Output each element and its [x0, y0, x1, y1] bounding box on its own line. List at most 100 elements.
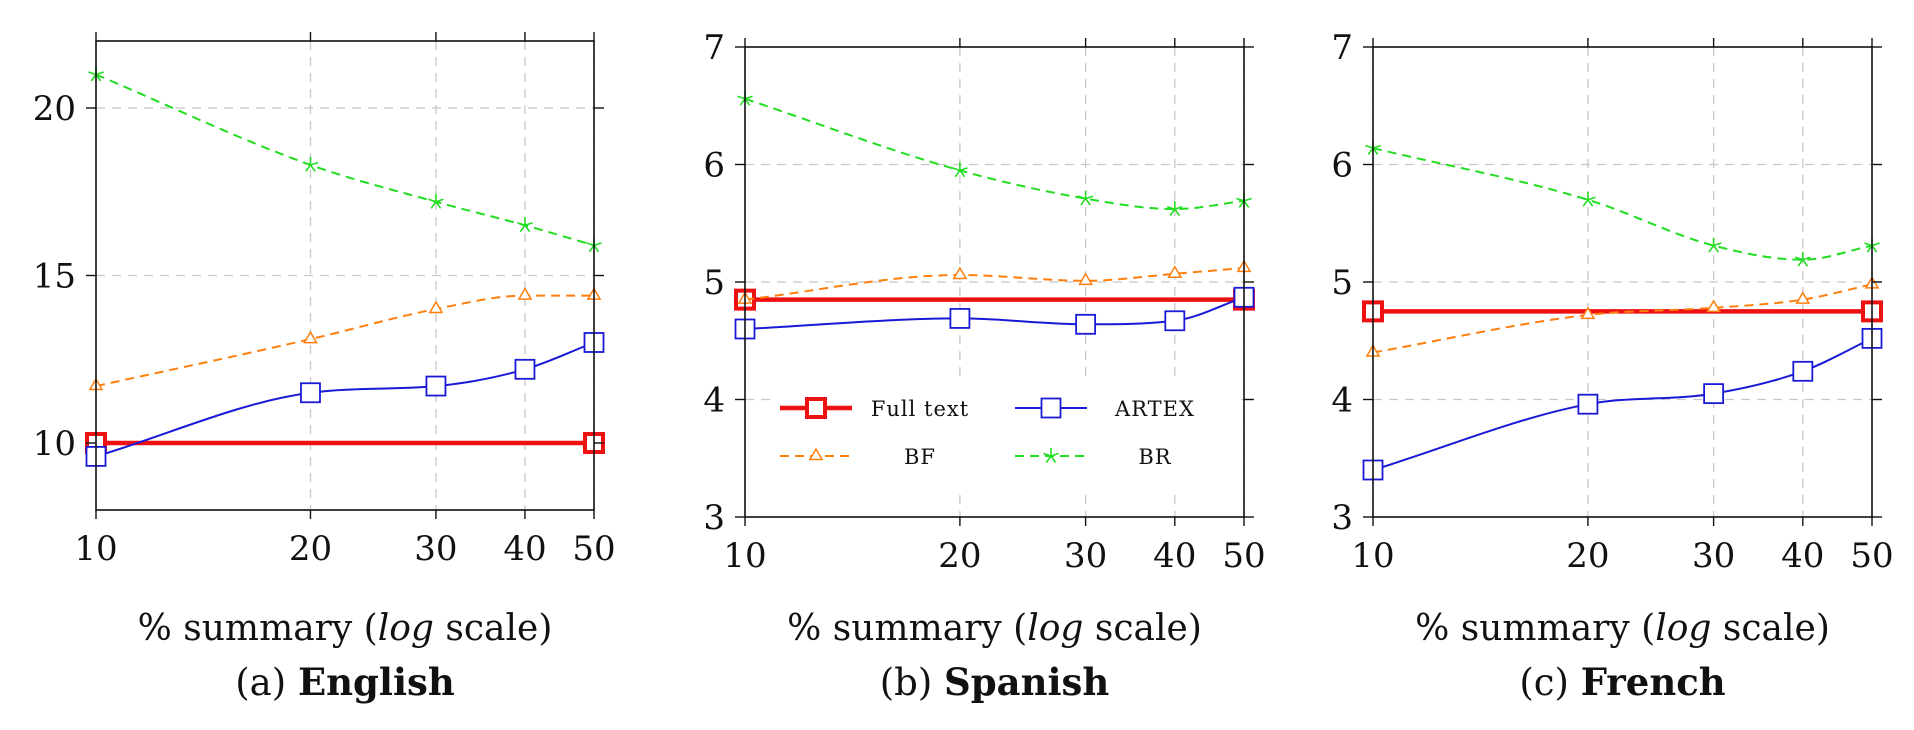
- chart-panel-french: 10 20 30 40 50 3 4 5 6 7 % summary (log scale) (c) …: [1331, 28, 1893, 704]
- x-tick-label: 10: [1351, 536, 1394, 576]
- x-tick-label: 50: [1222, 536, 1265, 576]
- data-point-bf: [1706, 299, 1722, 313]
- y-tick-label: 15: [33, 257, 76, 297]
- series-line-bf: [1372, 283, 1873, 354]
- data-point-br: [1580, 196, 1589, 201]
- data-point-br: [302, 161, 311, 166]
- chart-panel-english: 10 20 30 40 50 10 15 20 % summary (log scale) (a)…: [33, 32, 616, 704]
- panel-caption: (c) French: [1519, 660, 1725, 704]
- x-tick-label: 20: [1566, 536, 1609, 576]
- caption-language: English: [298, 660, 455, 704]
- series-artex: [85, 332, 605, 467]
- data-point-bf: [1580, 306, 1596, 320]
- data-point-bf: [1078, 272, 1094, 286]
- data-point-br: [1705, 242, 1714, 247]
- caption-prefix: (a): [235, 661, 298, 704]
- x-tick-label: 50: [572, 529, 615, 569]
- x-tick-label: 40: [1153, 536, 1196, 576]
- data-point-br: [959, 167, 968, 172]
- data-point-br: [1582, 199, 1589, 207]
- data-point-br: [88, 71, 97, 76]
- chart-panel-spanish: 10 20 30 40 50 3 4 5 6 7 % summary (log scale) (b) …: [703, 28, 1265, 704]
- y-tick-label: 5: [703, 263, 725, 303]
- data-point-br: [1372, 144, 1381, 149]
- y-tick-label: 10: [33, 424, 76, 464]
- x-tick-label: 50: [1850, 536, 1893, 576]
- data-point-br: [1084, 198, 1091, 206]
- data-point-br: [1080, 198, 1087, 206]
- legend-swatch-marker-br: [1050, 455, 1057, 463]
- data-point-br: [737, 95, 746, 100]
- series-line-br: [1372, 147, 1873, 261]
- y-tick-label: 3: [1331, 498, 1353, 538]
- y-tick-label: 5: [1331, 263, 1353, 303]
- caption-language: French: [1581, 660, 1726, 704]
- x-tick-label: 10: [723, 536, 766, 576]
- data-point-br: [305, 164, 312, 172]
- legend-swatch-marker-full-text: [805, 397, 827, 419]
- series-bf: [1365, 275, 1880, 357]
- data-point-br: [1797, 259, 1804, 267]
- caption-language: Spanish: [944, 660, 1109, 704]
- data-point-br: [1166, 205, 1176, 210]
- y-tick-label: 7: [1331, 28, 1353, 68]
- data-point-bf: [952, 266, 968, 280]
- data-point-br: [744, 95, 753, 100]
- data-point-br: [954, 169, 961, 178]
- data-point-br: [524, 224, 531, 233]
- y-tick-label: 3: [703, 498, 725, 538]
- legend-swatch-marker-bf: [808, 447, 824, 461]
- x-axis-label: % summary (log scale): [787, 608, 1202, 649]
- x-axis-label-text: scale): [434, 608, 552, 649]
- series-line-bf: [744, 266, 1245, 301]
- caption-prefix: (b): [880, 661, 944, 704]
- data-point-br: [1174, 208, 1181, 217]
- data-point-br: [1236, 197, 1245, 202]
- data-point-br: [1587, 196, 1596, 201]
- data-point-bf: [303, 330, 318, 344]
- data-point-br: [1243, 197, 1252, 202]
- legend-label-bf: BF: [904, 445, 936, 469]
- y-tick-label: 4: [703, 381, 725, 421]
- x-tick-label: 40: [1781, 536, 1824, 576]
- x-axis-label-emphasis: log: [1027, 608, 1083, 649]
- legend-swatch-marker-br: [1043, 452, 1052, 457]
- data-point-br: [430, 201, 437, 209]
- data-point-bf: [428, 300, 444, 314]
- data-point-br: [1365, 144, 1374, 149]
- data-point-artex: [425, 375, 447, 397]
- data-point-br: [1712, 245, 1719, 253]
- data-point-br: [1587, 199, 1594, 207]
- data-point-artex: [1075, 313, 1097, 335]
- data-point-br: [1085, 195, 1094, 200]
- x-axis-label-text: scale): [1083, 608, 1201, 649]
- x-tick-label: 30: [1692, 536, 1735, 576]
- series-line-br: [744, 97, 1245, 211]
- data-point-br: [435, 198, 444, 203]
- data-point-br: [1077, 195, 1086, 200]
- x-tick-label: 20: [938, 536, 981, 576]
- series-line-artex: [1372, 337, 1873, 471]
- data-point-br: [95, 71, 104, 76]
- x-axis-label-text: % summary (: [787, 608, 1027, 649]
- data-point-br: [435, 201, 442, 209]
- x-axis-label-emphasis: log: [1655, 608, 1711, 649]
- y-tick-label: 20: [33, 89, 76, 129]
- legend-label-full-text: Full text: [871, 397, 969, 421]
- y-tick-label: 7: [703, 28, 725, 68]
- series-line-bf: [95, 294, 594, 388]
- x-axis-label-text: scale): [1711, 608, 1829, 649]
- y-tick-label: 6: [1331, 146, 1353, 186]
- data-point-artex: [949, 308, 971, 329]
- legend-box: [770, 380, 1240, 490]
- data-point-artex: [300, 382, 321, 404]
- x-axis-label-text: % summary (: [1415, 608, 1655, 649]
- data-point-artex: [1703, 383, 1725, 405]
- data-point-artex: [1792, 360, 1814, 382]
- data-point-br: [1871, 242, 1880, 247]
- series-artex: [734, 286, 1255, 340]
- data-point-br: [1174, 205, 1183, 210]
- data-point-br: [1802, 259, 1809, 267]
- data-point-br: [310, 161, 319, 166]
- legend-label-br: BR: [1138, 445, 1171, 469]
